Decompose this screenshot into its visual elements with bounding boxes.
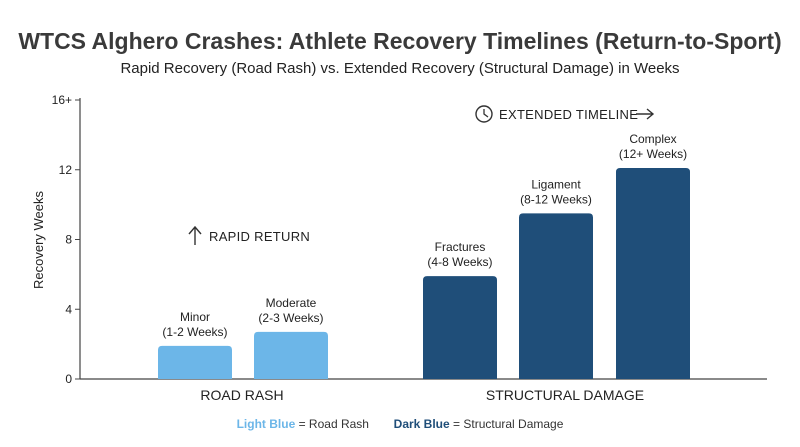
bar-label: Minor xyxy=(180,310,210,324)
y-tick-label: 4 xyxy=(65,302,72,316)
clock-icon xyxy=(475,105,493,123)
bar-sublabel: (8-12 Weeks) xyxy=(520,192,592,206)
bar xyxy=(254,331,328,379)
bar-sublabel: (2-3 Weeks) xyxy=(258,311,323,325)
bar-sublabel: (12+ Weeks) xyxy=(619,147,687,161)
bar-label: Moderate xyxy=(266,296,317,310)
chart-title: WTCS Alghero Crashes: Athlete Recovery T… xyxy=(18,28,782,54)
bar xyxy=(616,168,690,379)
chart-subtitle: Rapid Recovery (Road Rash) vs. Extended … xyxy=(120,60,680,77)
bar-sublabel: (4-8 Weeks) xyxy=(427,255,492,269)
legend-dark-text: = Structural Damage xyxy=(449,417,564,431)
y-tick-label: 8 xyxy=(65,233,72,247)
legend: Light Blue = Road Rash Dark Blue = Struc… xyxy=(0,417,800,431)
y-tick-label: 16+ xyxy=(52,93,72,107)
bar-label: Ligament xyxy=(531,177,581,191)
bar-sublabel: (1-2 Weeks) xyxy=(162,325,227,339)
bar xyxy=(158,345,232,379)
y-tick-label: 0 xyxy=(65,372,72,386)
bar-label: Fractures xyxy=(435,240,486,254)
x-group-label: STRUCTURAL DAMAGE xyxy=(486,387,644,403)
clock-hands-icon xyxy=(483,109,489,118)
arrow-right-icon xyxy=(636,108,655,120)
bar-label: Complex xyxy=(629,132,676,146)
annotation-extended-timeline: EXTENDED TIMELINE xyxy=(499,107,638,122)
legend-light-label: Light Blue xyxy=(236,417,296,431)
x-group-label: ROAD RASH xyxy=(200,387,283,403)
legend-light-text: = Road Rash xyxy=(295,417,369,431)
legend-dark-label: Dark Blue xyxy=(393,417,450,431)
bar xyxy=(423,276,497,379)
bar xyxy=(519,213,593,379)
annotation-rapid-return: RAPID RETURN xyxy=(209,229,310,244)
arrow-up-icon xyxy=(188,225,202,245)
y-axis-label: Recovery Weeks xyxy=(31,190,46,289)
y-tick-label: 12 xyxy=(59,163,73,177)
